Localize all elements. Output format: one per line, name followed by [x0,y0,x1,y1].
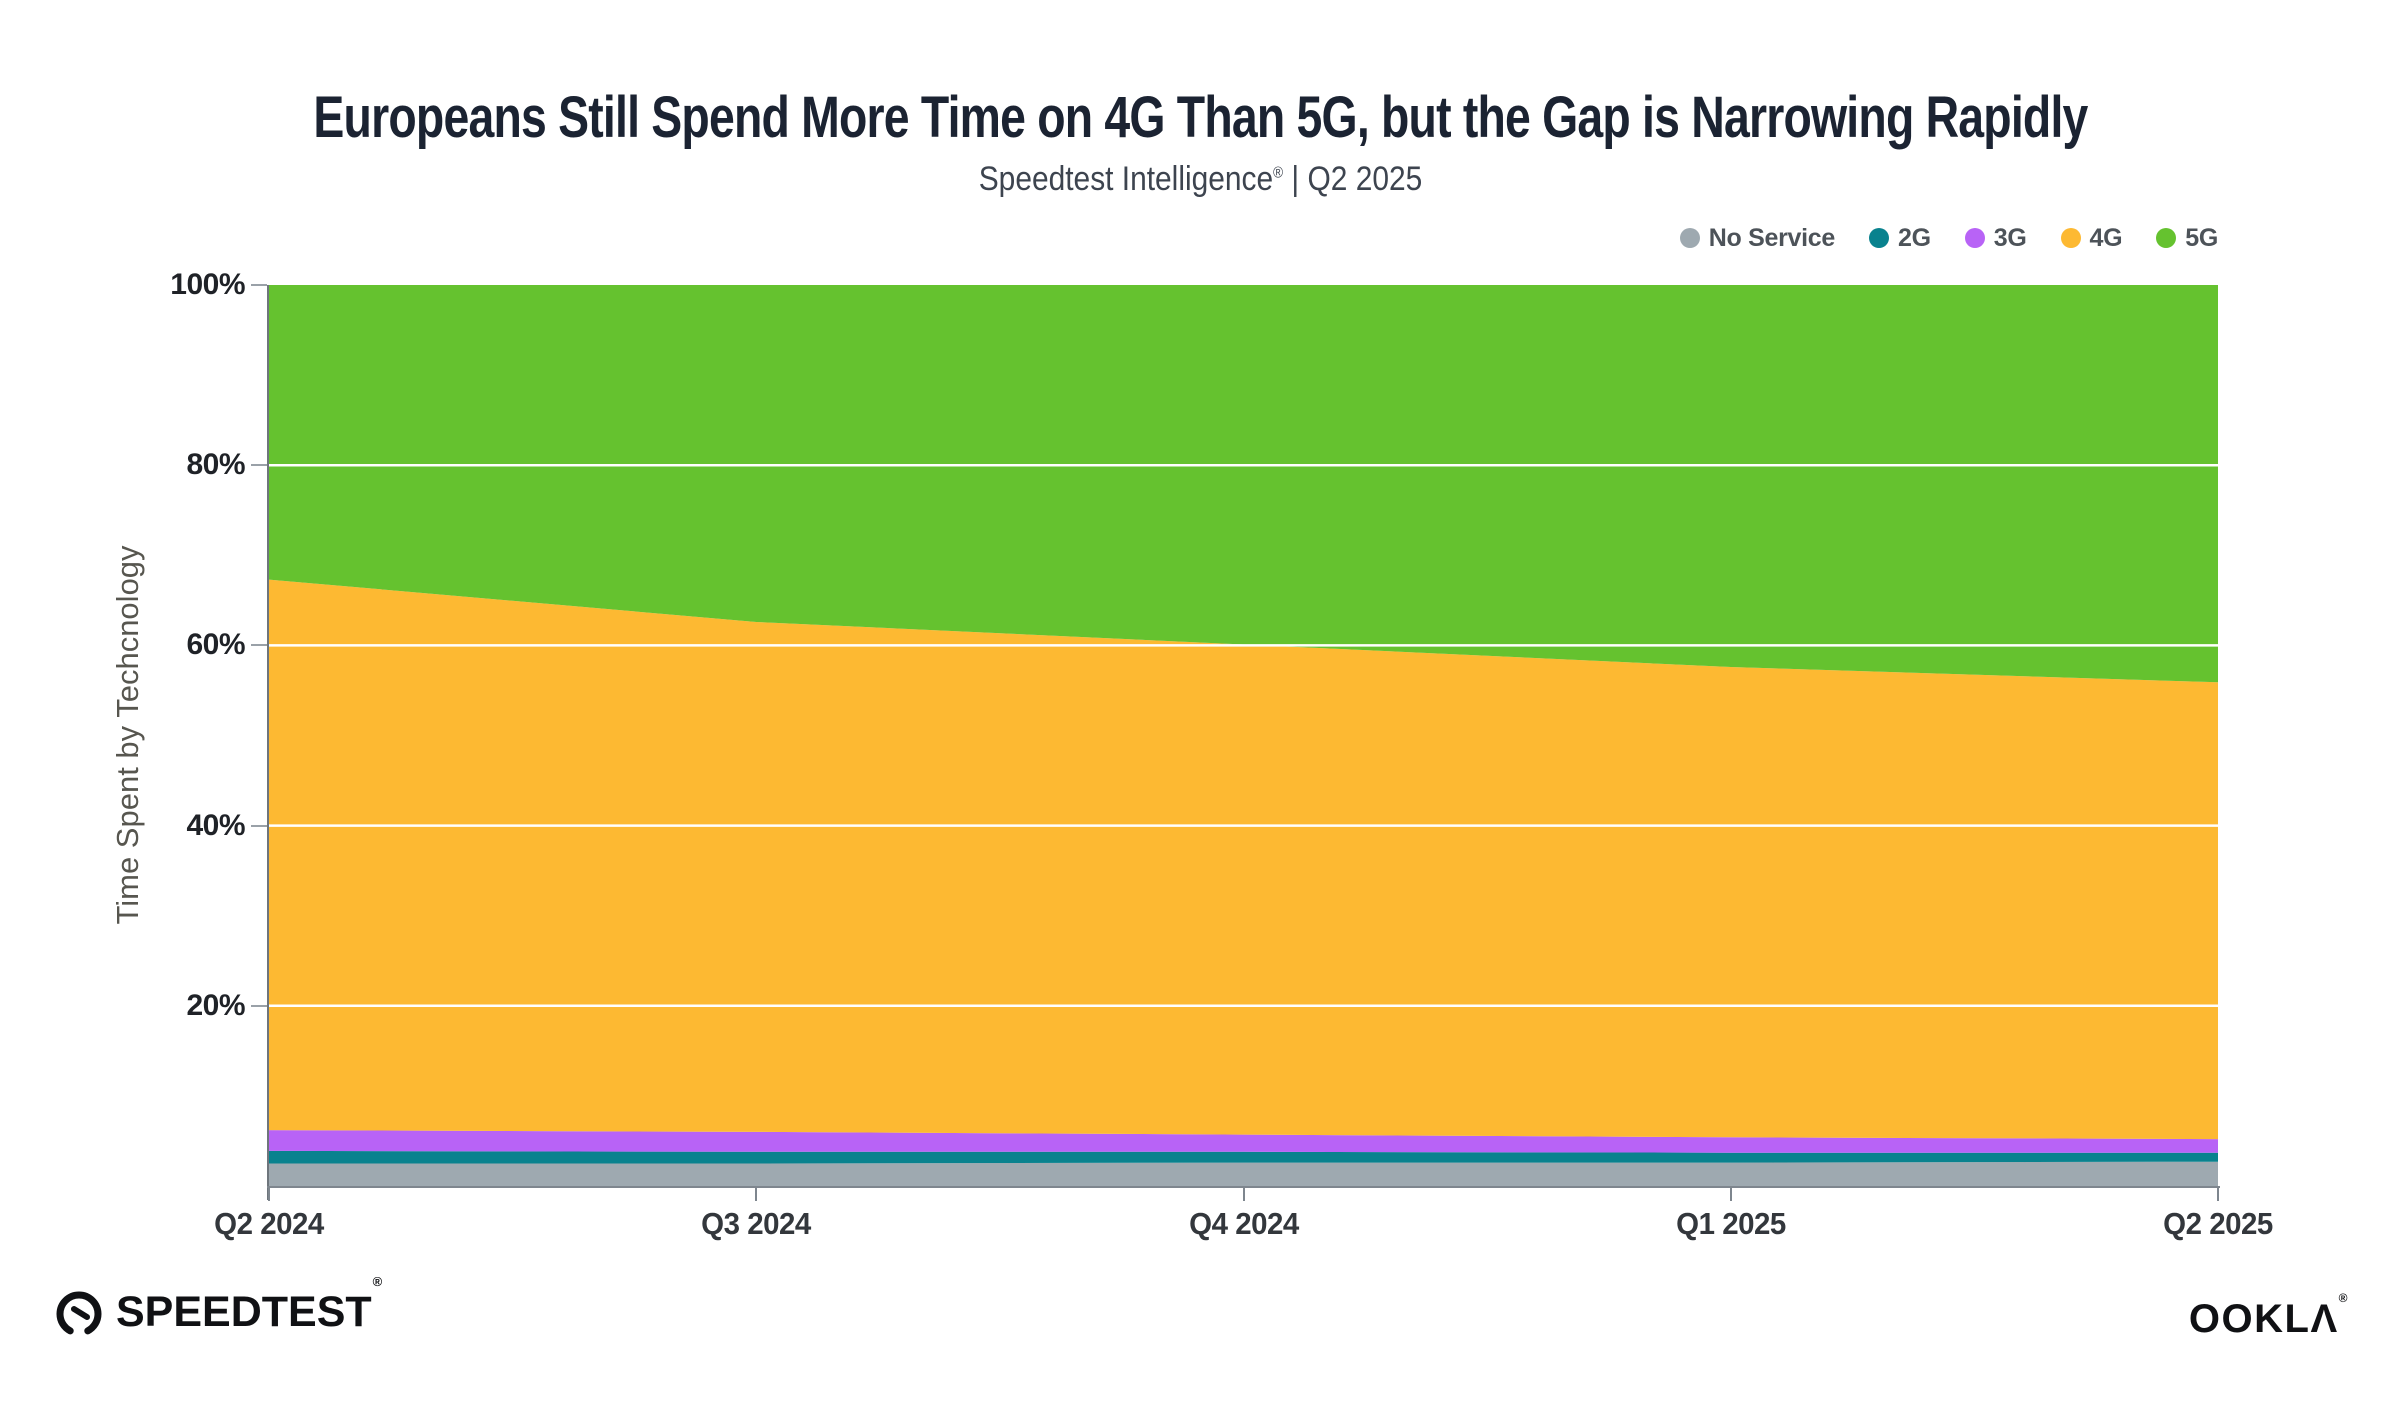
y-axis-title: Time Spent by Techcnology [110,545,145,925]
plot-area [269,285,2218,1186]
speedtest-gauge-icon [56,1291,102,1336]
ookla-wordmark: OOKLΛ [2188,1297,2339,1341]
y-tick-20 [251,1004,267,1007]
x-tick-label-3: Q1 2025 [1675,1206,1786,1241]
y-tick-60 [251,644,267,647]
x-tick-label-2: Q4 2024 [1188,1206,1299,1241]
registered-mark-icon: ® [372,1274,383,1289]
speedtest-wordmark: SPEEDTEST® [116,1274,383,1336]
y-tick-label-20: 20% [186,988,245,1022]
y-tick-label-60: 60% [186,628,245,662]
x-tick-1 [755,1188,758,1201]
area-3g [269,1130,2218,1153]
y-tick-40 [251,824,267,827]
x-tick-label-4: Q2 2025 [2163,1206,2273,1241]
x-tick-label-1: Q3 2024 [701,1206,812,1241]
legend-item-5g: 5G [2156,224,2218,253]
y-tick-label-80: 80% [186,448,245,482]
y-axis-line [267,285,269,1200]
registered-mark-icon: ® [1273,164,1284,182]
legend-dot-icon [1679,228,1700,248]
area-no-service [269,1161,2218,1186]
legend-label: 2G [1898,223,1931,252]
x-tick-0 [268,1188,270,1201]
registered-mark-icon: ® [2338,1291,2349,1305]
x-tick-label-0: Q2 2024 [214,1206,324,1241]
area-4g [269,579,2218,1140]
y-tick-80 [251,464,267,467]
legend-dot-icon [1964,228,1985,248]
legend-item-3g: 3G [1964,223,2027,253]
legend-item-4g: 4G [2060,223,2123,253]
legend-item-no-service: No Service [1679,223,1836,253]
x-axis-line [267,1186,2220,1188]
area-5g [269,285,2218,683]
ookla-logo: OOKLΛ® [2188,1291,2349,1342]
legend-dot-icon [2156,228,2177,248]
x-tick-2 [1242,1188,1245,1201]
legend-label: No Service [1708,223,1836,252]
legend-label: 5G [2185,223,2218,252]
x-tick-3 [1729,1188,1732,1201]
speedtest-logo: SPEEDTEST® [55,1274,383,1337]
legend-dot-icon [1869,228,1889,248]
subtitle-period: | Q2 2025 [1283,160,1423,198]
area-2g [269,1150,2218,1164]
y-tick-label-40: 40% [186,808,245,842]
legend-label: 3G [1993,223,2027,252]
x-tick-4 [2217,1188,2219,1201]
legend: No Service 2G 3G 4G 5G [1679,222,2218,254]
legend-item-2g: 2G [1869,224,1931,253]
y-tick-label-100: 100% [170,268,245,301]
legend-dot-icon [2060,228,2081,248]
legend-label: 4G [2089,223,2123,252]
y-tick-100 [251,284,267,286]
chart-subtitle: Speedtest Intelligence® | Q2 2025 [144,160,2257,199]
subtitle-brand: Speedtest Intelligence [978,160,1274,198]
chart-title: Europeans Still Spend More Time on 4G Th… [313,85,2088,150]
